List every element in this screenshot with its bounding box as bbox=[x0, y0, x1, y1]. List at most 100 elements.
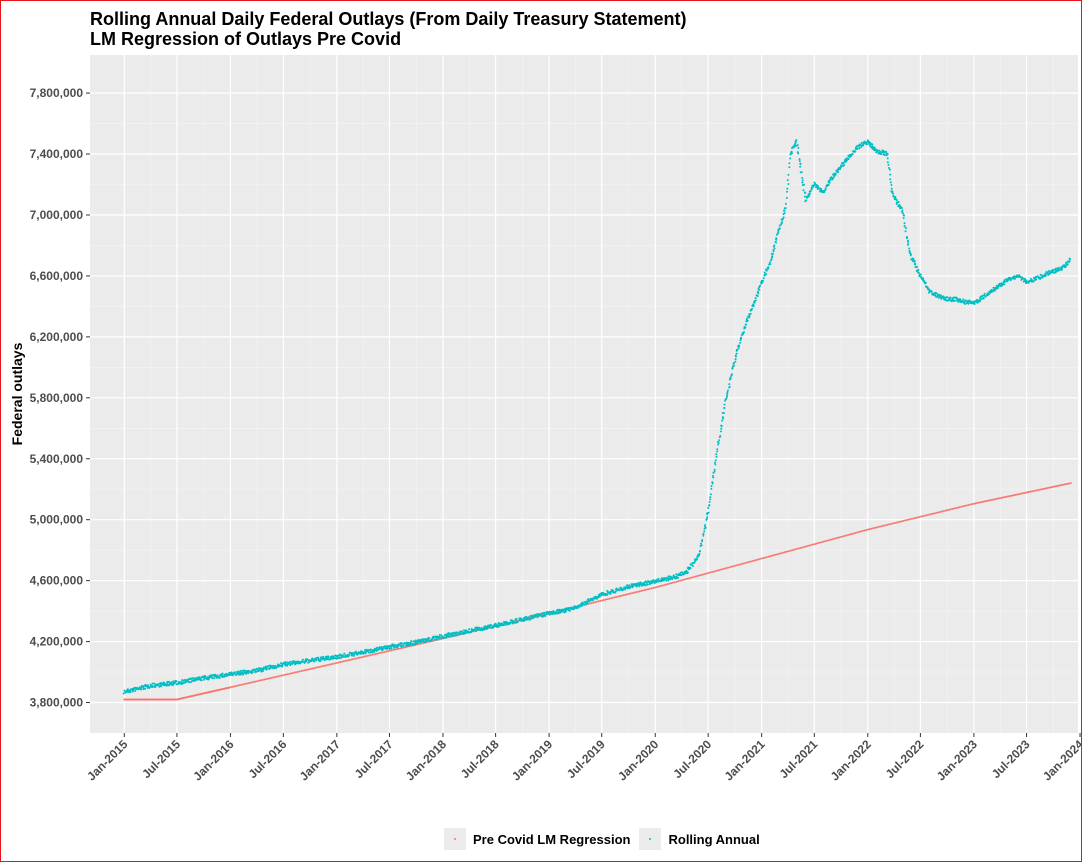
regression-point bbox=[732, 565, 735, 568]
regression-point bbox=[780, 552, 783, 555]
x-tick-label: Jan-2015 bbox=[84, 737, 130, 783]
rolling-annual-point bbox=[788, 166, 791, 169]
regression-point bbox=[737, 563, 740, 566]
rolling-annual-point bbox=[957, 300, 960, 303]
rolling-annual-point bbox=[833, 175, 836, 178]
rolling-annual-point bbox=[639, 581, 642, 584]
regression-point bbox=[826, 539, 829, 542]
regression-point bbox=[376, 652, 379, 655]
rolling-annual-point bbox=[932, 293, 935, 296]
rolling-annual-point bbox=[935, 291, 938, 294]
regression-point bbox=[671, 581, 674, 584]
regression-point bbox=[769, 555, 772, 558]
regression-point bbox=[1068, 482, 1071, 485]
regression-point bbox=[302, 669, 305, 672]
rolling-annual-point bbox=[175, 680, 178, 683]
regression-point bbox=[1027, 491, 1030, 494]
rolling-annual-point bbox=[503, 623, 506, 626]
legend-label-regression: Pre Covid LM Regression bbox=[473, 831, 631, 847]
rolling-annual-point bbox=[1013, 277, 1016, 280]
rolling-annual-point bbox=[243, 669, 246, 672]
regression-point bbox=[325, 664, 328, 667]
rolling-annual-point bbox=[188, 681, 191, 684]
legend-label-rolling: Rolling Annual bbox=[668, 831, 760, 847]
rolling-annual-point bbox=[758, 288, 761, 291]
regression-point bbox=[750, 560, 753, 563]
regression-point bbox=[240, 683, 243, 686]
regression-point bbox=[919, 515, 922, 518]
regression-point bbox=[995, 497, 998, 500]
rolling-annual-point bbox=[700, 542, 703, 545]
rolling-annual-point bbox=[714, 459, 717, 462]
regression-point bbox=[266, 677, 269, 680]
regression-point bbox=[767, 555, 770, 558]
rolling-annual-point bbox=[623, 587, 626, 590]
rolling-annual-point bbox=[272, 667, 275, 670]
regression-point bbox=[342, 660, 345, 663]
rolling-annual-point bbox=[279, 662, 282, 665]
regression-point bbox=[241, 683, 244, 686]
regression-point bbox=[829, 538, 832, 541]
regression-point bbox=[1034, 489, 1037, 492]
regression-point bbox=[1060, 484, 1063, 487]
regression-point bbox=[275, 675, 278, 678]
rolling-annual-point bbox=[657, 580, 660, 583]
rolling-annual-point bbox=[706, 516, 709, 519]
chart-title-block: Rolling Annual Daily Federal Outlays (Fr… bbox=[90, 9, 686, 49]
rolling-annual-point bbox=[907, 240, 910, 243]
rolling-annual-point bbox=[551, 613, 554, 616]
rolling-annual-point bbox=[664, 578, 667, 581]
rolling-annual-point bbox=[897, 200, 900, 203]
rolling-annual-point bbox=[721, 419, 724, 422]
x-axis: Jan-2015 Jul-2015 Jan-2016 Jul-2016 Jan-2017… bbox=[84, 733, 1082, 783]
regression-point bbox=[1063, 483, 1066, 486]
regression-point bbox=[889, 522, 892, 525]
rolling-annual-point bbox=[888, 168, 891, 171]
regression-point bbox=[1035, 489, 1038, 492]
regression-point bbox=[334, 662, 337, 665]
regression-point bbox=[305, 668, 308, 671]
regression-point bbox=[896, 521, 899, 524]
rolling-annual-point bbox=[801, 181, 804, 184]
regression-point bbox=[1011, 494, 1014, 497]
rolling-annual-point bbox=[890, 187, 893, 190]
rolling-annual-point bbox=[1003, 280, 1006, 283]
regression-point bbox=[284, 673, 287, 676]
rolling-annual-point bbox=[742, 331, 745, 334]
rolling-annual-point bbox=[899, 204, 902, 207]
rolling-annual-point bbox=[716, 450, 719, 453]
rolling-annual-point bbox=[886, 157, 889, 160]
regression-point bbox=[886, 523, 889, 526]
rolling-annual-point bbox=[889, 181, 892, 184]
rolling-annual-point bbox=[1032, 280, 1035, 283]
rolling-annual-point bbox=[1069, 257, 1072, 260]
rolling-annual-point bbox=[912, 258, 915, 261]
rolling-annual-point bbox=[786, 187, 789, 190]
rolling-annual-point bbox=[606, 593, 609, 596]
regression-point bbox=[604, 598, 607, 601]
rolling-annual-point bbox=[871, 145, 874, 148]
rolling-annual-point bbox=[609, 592, 612, 595]
regression-point bbox=[979, 501, 982, 504]
regression-point bbox=[705, 572, 708, 575]
rolling-annual-point bbox=[918, 275, 921, 278]
rolling-annual-point bbox=[473, 628, 476, 631]
regression-point bbox=[287, 672, 290, 675]
rolling-annual-point bbox=[1009, 279, 1012, 282]
rolling-annual-point bbox=[690, 563, 693, 566]
rolling-annual-point bbox=[798, 158, 801, 161]
regression-point bbox=[691, 576, 694, 579]
rolling-annual-point bbox=[759, 284, 762, 287]
regression-point bbox=[1040, 488, 1043, 491]
regression-point bbox=[319, 665, 322, 668]
rolling-annual-point bbox=[753, 301, 756, 304]
rolling-annual-point bbox=[895, 199, 898, 202]
regression-point bbox=[762, 557, 765, 560]
rolling-annual-point bbox=[723, 407, 726, 410]
regression-point bbox=[971, 503, 974, 506]
rolling-annual-point bbox=[274, 664, 277, 667]
rolling-annual-point bbox=[981, 294, 984, 297]
rolling-annual-point bbox=[817, 185, 820, 188]
regression-point bbox=[804, 545, 807, 548]
regression-point bbox=[799, 546, 802, 549]
